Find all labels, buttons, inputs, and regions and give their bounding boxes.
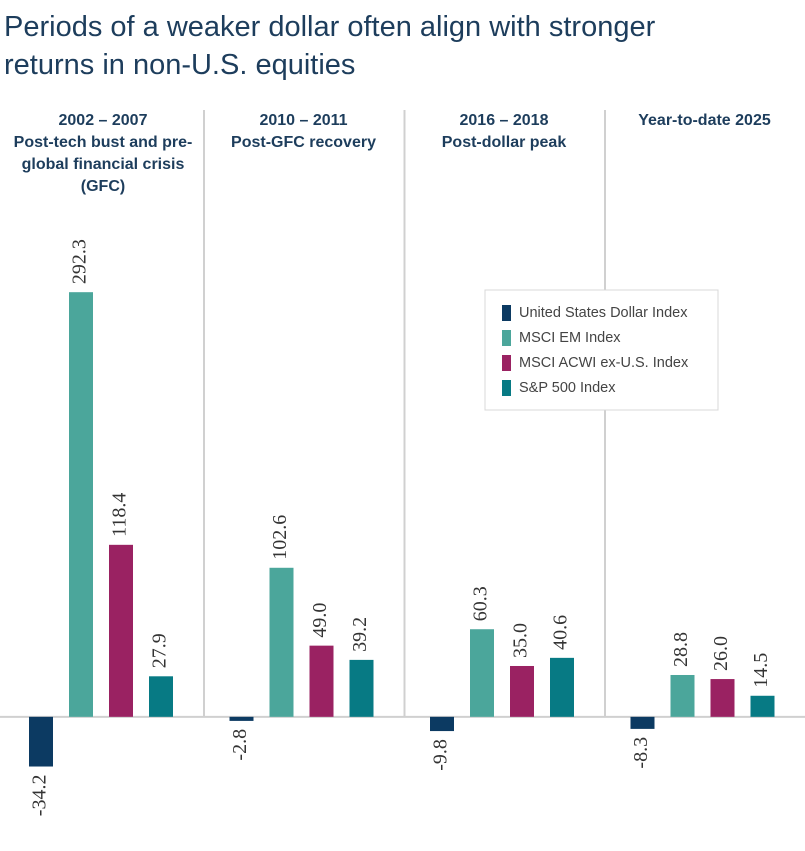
value-label: 40.6 — [550, 615, 572, 650]
value-label: 118.4 — [109, 493, 131, 537]
bar — [630, 716, 655, 729]
legend-box — [484, 289, 719, 411]
value-label: -8.3 — [630, 737, 652, 769]
value-label: 27.9 — [149, 633, 171, 668]
bar — [670, 674, 695, 717]
bar — [229, 716, 254, 721]
legend-label: United States Dollar Index — [519, 305, 688, 321]
bar — [470, 629, 494, 717]
bar — [149, 676, 173, 717]
category-subtitle: Post-GFC recovery — [231, 134, 376, 151]
bar — [750, 695, 775, 717]
legend-label: MSCI ACWI ex-U.S. Index — [519, 355, 689, 371]
legend-swatch — [502, 380, 511, 396]
bar — [29, 716, 53, 767]
value-label: -9.8 — [430, 739, 452, 771]
value-label: 39.2 — [349, 617, 371, 652]
category-subtitle: Post-dollar peak — [441, 134, 567, 151]
bar — [349, 659, 374, 717]
bar — [69, 292, 93, 717]
value-label: 14.5 — [750, 653, 772, 688]
legend-swatch — [502, 355, 511, 371]
category-header: 2002 – 2007 Post-tech bust and pre-global… — [5, 110, 201, 198]
value-label: 28.8 — [670, 632, 692, 667]
value-label: 102.6 — [269, 515, 291, 560]
bar — [109, 544, 133, 717]
value-label: 49.0 — [309, 603, 331, 638]
category-subtitle: Post-tech bust and pre-global financial … — [13, 134, 193, 195]
category-header: Year-to-date 2025 — [607, 110, 803, 132]
bar — [269, 567, 294, 717]
category-header: 2016 – 2018 Post-dollar peak — [406, 110, 602, 154]
legend-swatch — [502, 305, 511, 321]
category-label: 2010 – 2011 — [259, 112, 348, 129]
category-label: Year-to-date 2025 — [638, 112, 771, 129]
legend-label: MSCI EM Index — [519, 330, 621, 346]
bar — [510, 665, 534, 717]
value-label: 60.3 — [470, 586, 492, 621]
bar — [309, 645, 334, 717]
value-label: 35.0 — [510, 623, 532, 658]
legend-swatch — [502, 330, 511, 346]
category-label: 2002 – 2007 — [58, 112, 148, 129]
legend: United States Dollar Index MSCI EM Index M… — [484, 289, 719, 411]
chart-title: Periods of a weaker dollar often align w… — [4, 11, 656, 81]
category-header: 2010 – 2011 Post-GFC recovery — [206, 110, 402, 154]
value-label: -2.8 — [229, 729, 251, 761]
category-label: 2016 – 2018 — [459, 112, 549, 129]
bar — [430, 716, 454, 732]
value-label: -34.2 — [29, 775, 51, 817]
value-label: 292.3 — [69, 239, 91, 284]
bar — [710, 679, 735, 717]
value-label: 26.0 — [710, 636, 732, 671]
legend-label: S&P 500 Index — [519, 380, 616, 396]
bar — [550, 657, 574, 717]
